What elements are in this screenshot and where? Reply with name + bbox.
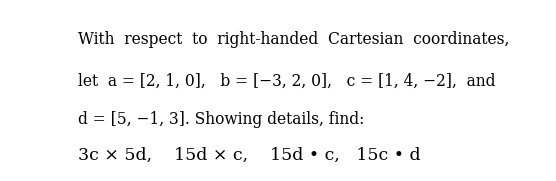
Text: With  respect  to  right-handed  Cartesian  coordinates,: With respect to right-handed Cartesian c…: [78, 31, 509, 49]
Text: 3c × 5d,    15d × c,    15d • c,   15c • d: 3c × 5d, 15d × c, 15d • c, 15c • d: [78, 147, 421, 164]
Text: d = [5, −1, 3]. Showing details, find:: d = [5, −1, 3]. Showing details, find:: [78, 111, 365, 128]
Text: let  a = [2, 1, 0],   b = [−3, 2, 0],   c = [1, 4, −2],  and: let a = [2, 1, 0], b = [−3, 2, 0], c = […: [78, 73, 495, 90]
